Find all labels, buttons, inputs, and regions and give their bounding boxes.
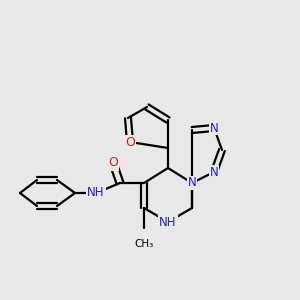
Text: N: N xyxy=(210,122,218,134)
Text: CH₃: CH₃ xyxy=(134,239,154,249)
Text: NH: NH xyxy=(159,215,177,229)
Text: N: N xyxy=(210,166,218,178)
Text: NH: NH xyxy=(87,187,105,200)
Text: O: O xyxy=(125,136,135,148)
Text: N: N xyxy=(188,176,196,190)
Text: O: O xyxy=(108,157,118,169)
